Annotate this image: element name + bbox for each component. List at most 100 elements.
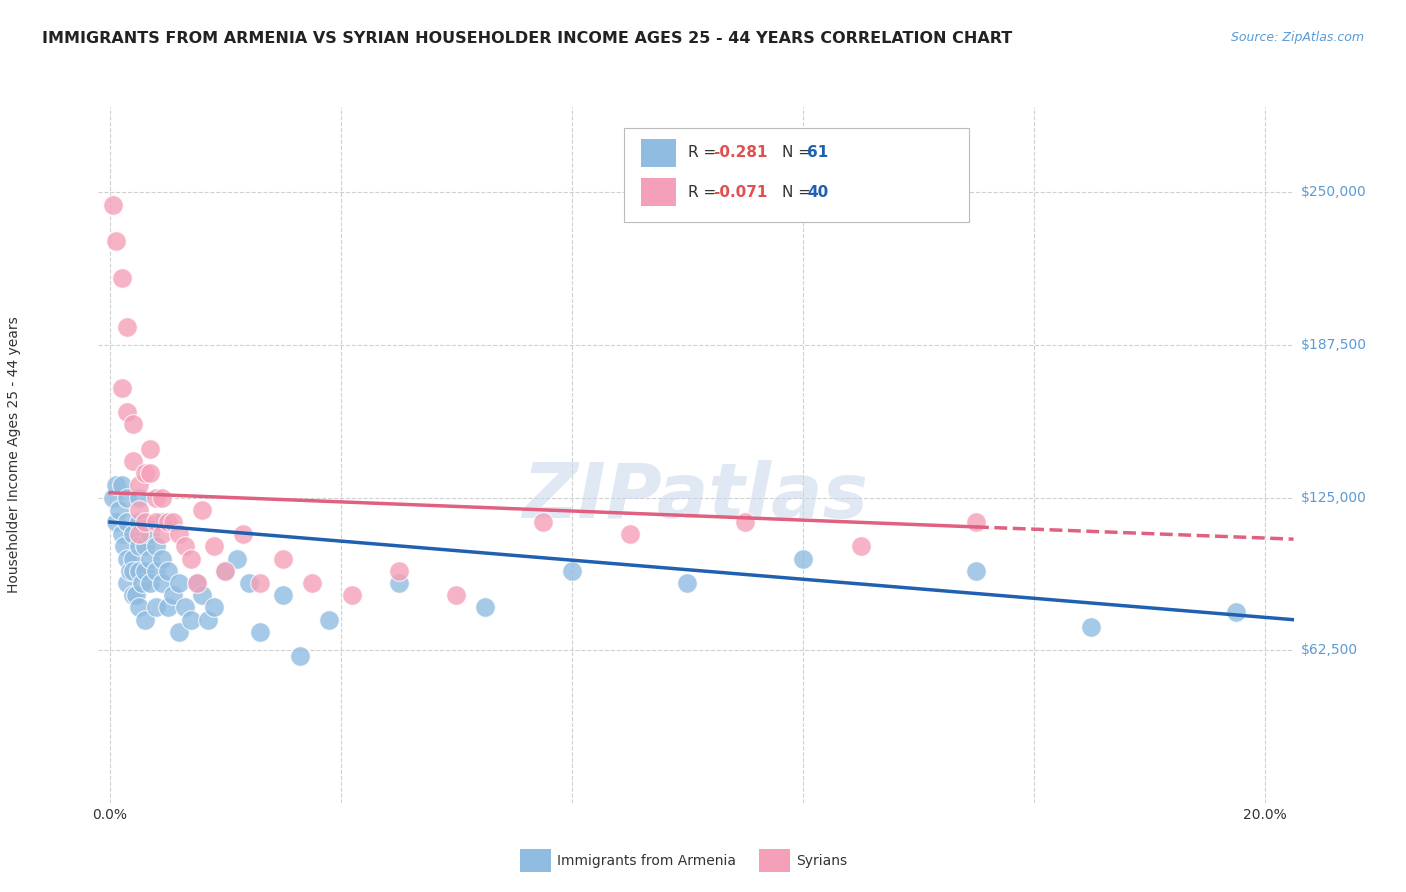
Point bbox=[167, 527, 190, 541]
Point bbox=[128, 491, 150, 505]
Point bbox=[214, 564, 236, 578]
Point bbox=[156, 600, 179, 615]
Point bbox=[101, 197, 124, 211]
Point bbox=[965, 564, 987, 578]
Point bbox=[792, 551, 814, 566]
Point bbox=[150, 491, 173, 505]
Point bbox=[139, 467, 162, 481]
Point bbox=[104, 515, 127, 529]
Point bbox=[104, 235, 127, 249]
Point bbox=[131, 576, 153, 591]
Point bbox=[122, 527, 145, 541]
Point bbox=[150, 515, 173, 529]
Point bbox=[139, 527, 162, 541]
Text: Householder Income Ages 25 - 44 years: Householder Income Ages 25 - 44 years bbox=[7, 317, 21, 593]
Point bbox=[150, 576, 173, 591]
Text: $125,000: $125,000 bbox=[1301, 491, 1367, 505]
Point bbox=[139, 576, 162, 591]
Point bbox=[965, 515, 987, 529]
Point bbox=[734, 515, 756, 529]
Point bbox=[202, 540, 225, 554]
Point bbox=[101, 491, 124, 505]
Point bbox=[249, 624, 271, 639]
Point bbox=[849, 540, 872, 554]
Point bbox=[186, 576, 208, 591]
Text: N =: N = bbox=[782, 185, 815, 200]
Point bbox=[145, 564, 167, 578]
Point bbox=[290, 649, 312, 664]
Point bbox=[186, 576, 208, 591]
Point bbox=[388, 564, 411, 578]
Point bbox=[180, 613, 202, 627]
Point bbox=[446, 588, 468, 602]
Point bbox=[162, 588, 184, 602]
Point bbox=[249, 576, 271, 591]
Point bbox=[117, 515, 139, 529]
Point bbox=[117, 405, 139, 419]
Point bbox=[128, 564, 150, 578]
Point bbox=[128, 540, 150, 554]
Point bbox=[134, 540, 156, 554]
Point bbox=[1225, 606, 1247, 620]
Point bbox=[676, 576, 699, 591]
Point bbox=[128, 527, 150, 541]
Point bbox=[110, 527, 132, 541]
Text: Syrians: Syrians bbox=[796, 854, 846, 868]
Point bbox=[122, 454, 145, 468]
Point bbox=[202, 600, 225, 615]
Point bbox=[134, 564, 156, 578]
Text: Source: ZipAtlas.com: Source: ZipAtlas.com bbox=[1230, 31, 1364, 45]
Point bbox=[619, 527, 641, 541]
Point bbox=[134, 467, 156, 481]
Point bbox=[122, 551, 145, 566]
Point bbox=[125, 588, 148, 602]
Point bbox=[174, 540, 197, 554]
Point bbox=[145, 515, 167, 529]
Point bbox=[238, 576, 260, 591]
Point bbox=[1080, 620, 1102, 634]
Text: N =: N = bbox=[782, 145, 815, 161]
Point bbox=[122, 417, 145, 432]
Point bbox=[110, 478, 132, 492]
Point bbox=[150, 527, 173, 541]
Point bbox=[145, 600, 167, 615]
Point bbox=[128, 600, 150, 615]
Point bbox=[271, 588, 294, 602]
Point bbox=[112, 540, 135, 554]
Point bbox=[122, 588, 145, 602]
Point bbox=[150, 551, 173, 566]
Point bbox=[318, 613, 340, 627]
Point bbox=[117, 491, 139, 505]
Point bbox=[134, 515, 156, 529]
Point bbox=[117, 319, 139, 334]
Point bbox=[120, 564, 142, 578]
Point bbox=[167, 576, 190, 591]
Text: 40: 40 bbox=[807, 185, 828, 200]
Point bbox=[180, 551, 202, 566]
Point bbox=[156, 564, 179, 578]
Text: ZIPatlas: ZIPatlas bbox=[523, 459, 869, 533]
Point bbox=[174, 600, 197, 615]
Point bbox=[191, 588, 214, 602]
Point bbox=[191, 503, 214, 517]
Point bbox=[162, 515, 184, 529]
Text: $62,500: $62,500 bbox=[1301, 643, 1358, 657]
Point bbox=[301, 576, 323, 591]
Text: $187,500: $187,500 bbox=[1301, 338, 1367, 352]
Point bbox=[145, 540, 167, 554]
Point bbox=[122, 564, 145, 578]
Point bbox=[531, 515, 554, 529]
Text: Immigrants from Armenia: Immigrants from Armenia bbox=[557, 854, 735, 868]
Text: 61: 61 bbox=[807, 145, 828, 161]
Point bbox=[104, 478, 127, 492]
Point bbox=[388, 576, 411, 591]
Point bbox=[117, 576, 139, 591]
Point bbox=[139, 551, 162, 566]
Point bbox=[342, 588, 364, 602]
Text: $250,000: $250,000 bbox=[1301, 186, 1367, 200]
Point bbox=[197, 613, 219, 627]
Point bbox=[214, 564, 236, 578]
Point bbox=[145, 491, 167, 505]
Point bbox=[107, 503, 129, 517]
Point bbox=[226, 551, 249, 566]
